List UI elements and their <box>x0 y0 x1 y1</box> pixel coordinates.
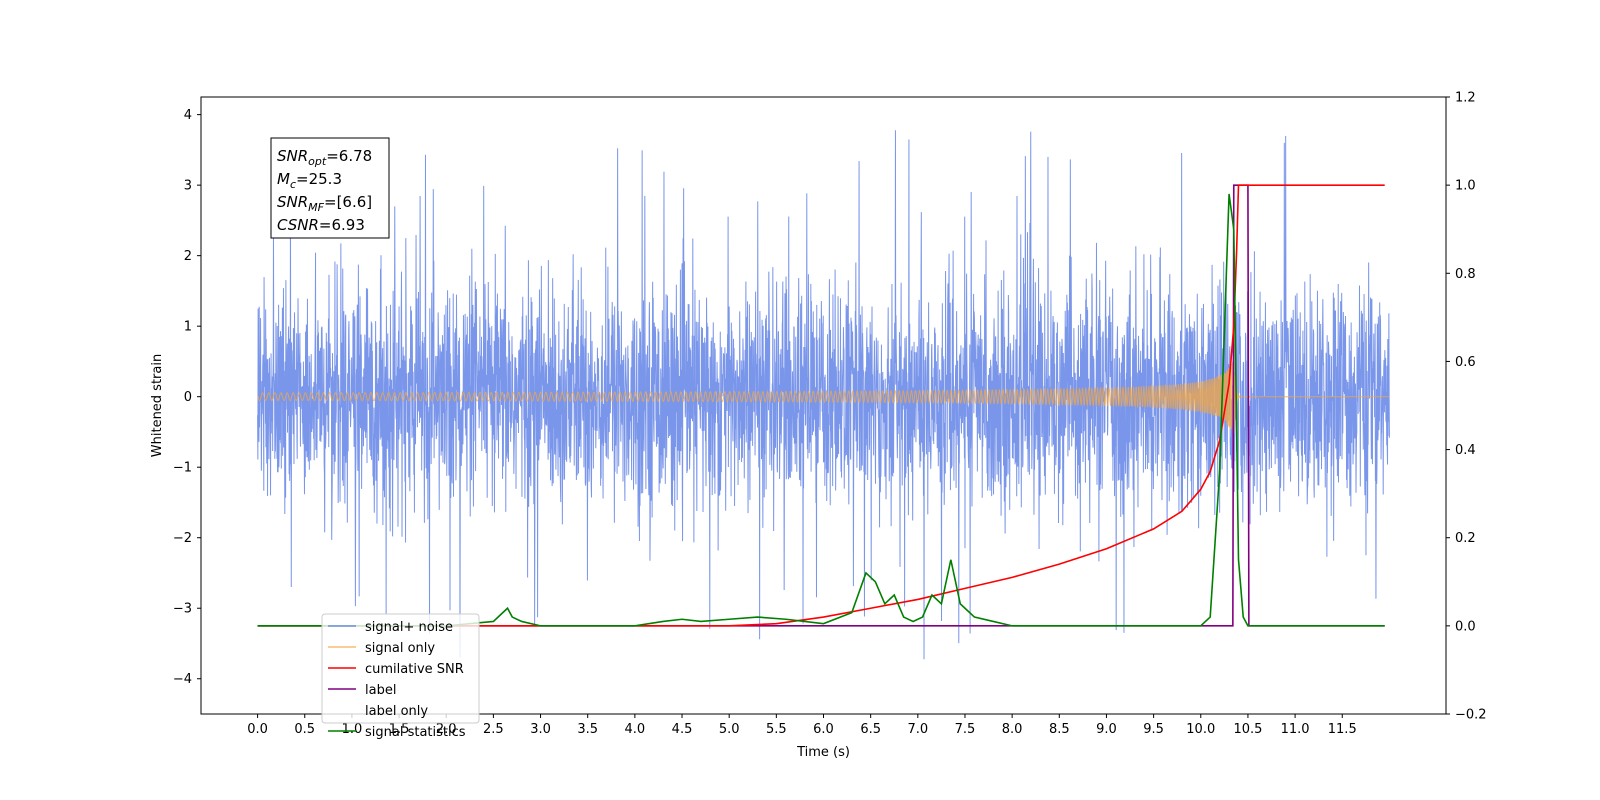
x-tick-label: 6.0 <box>813 722 834 737</box>
legend-label: signal statistics <box>365 725 466 740</box>
legend-label: signal+ noise <box>365 620 453 635</box>
x-tick-label: 11.5 <box>1328 722 1357 737</box>
x-tick-label: 9.5 <box>1143 722 1164 737</box>
annotation-line: SNRMF=[6.6] <box>277 193 372 214</box>
x-tick-label: 0.0 <box>247 722 268 737</box>
y-tick-label: 2 <box>184 249 192 264</box>
annotation-line: Mc=25.3 <box>277 170 342 191</box>
x-tick-label: 1.5 <box>389 722 410 737</box>
x-tick-label: 7.5 <box>955 722 976 737</box>
y-tick-label: −3 <box>173 602 192 617</box>
x-tick-label: 9.0 <box>1096 722 1117 737</box>
y2-tick-label: 1.2 <box>1455 91 1476 106</box>
y-tick-label: 1 <box>184 320 192 335</box>
y-tick-label: 3 <box>184 179 192 194</box>
legend-label: label <box>365 683 396 698</box>
y2-tick-label: 1.0 <box>1455 179 1476 194</box>
x-tick-label: 0.5 <box>294 722 315 737</box>
x-tick-label: 1.0 <box>342 722 363 737</box>
x-tick-label: 4.5 <box>672 722 693 737</box>
y-tick-label: 4 <box>184 108 192 123</box>
legend-label: signal only <box>365 641 435 656</box>
signal-noise-series <box>257 130 1390 660</box>
legend-label: label only <box>365 704 428 719</box>
y2-tick-label: 0.4 <box>1455 443 1476 458</box>
x-tick-label: 7.0 <box>907 722 928 737</box>
annotation-line: CSNR=6.93 <box>277 216 365 234</box>
legend: signal+ noise signal only cumilative SNR la… <box>321 613 480 740</box>
annotation-line: SNRopt=6.78 <box>277 147 372 168</box>
y-tick-label: −1 <box>173 461 192 476</box>
signal-noise-line <box>257 130 1390 660</box>
x-tick-label: 2.0 <box>436 722 457 737</box>
x-tick-label: 2.5 <box>483 722 504 737</box>
signal-only-series <box>257 343 1390 442</box>
x-tick-label: 4.0 <box>625 722 646 737</box>
x-axis-ticks: 0.0 0.5 1.0 1.5 2.0 2.5 3.0 3.5 4.0 4.5 5.0 5.5 6.0 6… <box>247 714 1357 737</box>
x-tick-label: 3.0 <box>530 722 551 737</box>
cumilative-snr-line <box>257 184 1385 627</box>
right-axis-series <box>257 184 1385 627</box>
x-axis-label: Time (s) <box>796 745 850 760</box>
x-tick-label: 6.5 <box>860 722 881 737</box>
y-tick-label: −4 <box>173 672 192 687</box>
legend-label: cumilative SNR <box>365 662 464 677</box>
signal-only-line <box>257 343 1390 442</box>
legend-frame <box>321 613 480 724</box>
y2-tick-label: 0.6 <box>1455 355 1476 370</box>
y-axis-label: Whitened strain <box>150 354 165 457</box>
signal-statistics-line <box>257 193 1385 627</box>
y2-axis-ticks: −0.2 0.0 0.2 0.4 0.6 0.8 1.0 1.2 <box>1446 91 1487 723</box>
x-tick-label: 11.0 <box>1281 722 1310 737</box>
y-axis-ticks: −4 −3 −2 −1 0 1 2 3 4 <box>173 108 201 687</box>
x-tick-label: 5.0 <box>719 722 740 737</box>
y2-tick-label: 0.8 <box>1455 267 1476 282</box>
y2-tick-label: 0.0 <box>1455 619 1476 634</box>
x-tick-label: 3.5 <box>577 722 598 737</box>
x-tick-label: 10.0 <box>1186 722 1215 737</box>
x-tick-label: 8.5 <box>1049 722 1070 737</box>
x-tick-label: 8.0 <box>1002 722 1023 737</box>
y2-tick-label: −0.2 <box>1455 708 1487 723</box>
y2-tick-label: 0.2 <box>1455 531 1476 546</box>
y-tick-label: 0 <box>184 390 192 405</box>
x-tick-label: 10.5 <box>1233 722 1262 737</box>
y-tick-label: −2 <box>173 531 192 546</box>
annotation-frame <box>270 137 390 239</box>
x-tick-label: 5.5 <box>766 722 787 737</box>
